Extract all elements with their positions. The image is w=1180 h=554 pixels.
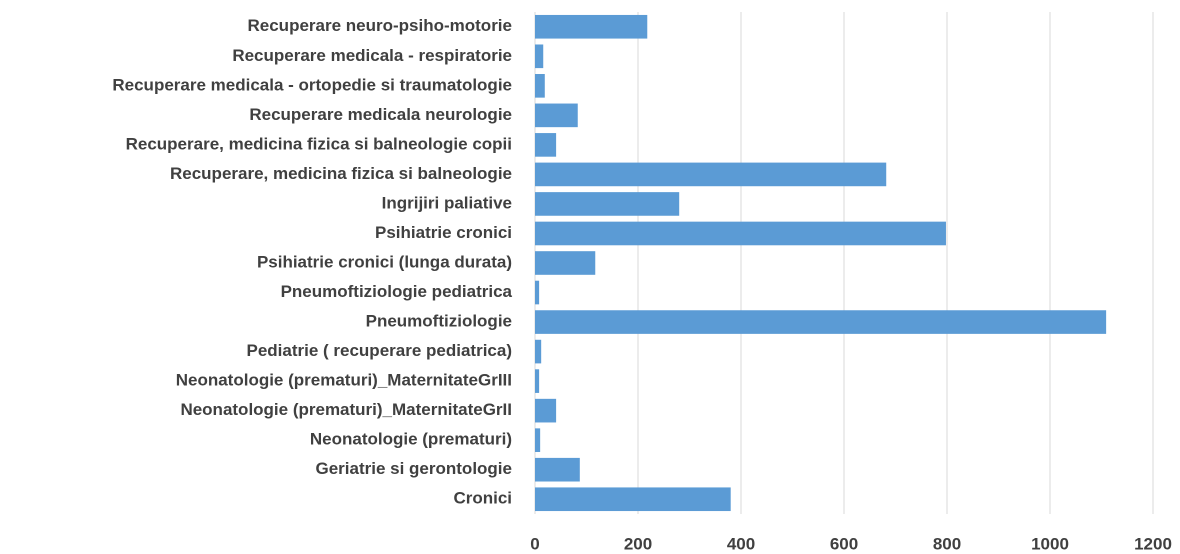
y-tick-label: Pneumoftiziologie xyxy=(366,312,512,331)
y-tick-label: Pediatrie ( recuperare pediatrica) xyxy=(246,341,512,360)
bar xyxy=(535,74,545,98)
bar xyxy=(535,162,887,187)
y-tick-label: Psihiatrie cronici xyxy=(375,223,512,242)
x-tick-label: 600 xyxy=(830,534,858,553)
y-tick-label: Psihiatrie cronici (lunga durata) xyxy=(257,252,512,271)
x-tick-label: 200 xyxy=(624,534,652,553)
y-tick-label: Recuperare medicala - respiratorie xyxy=(232,46,512,65)
y-tick-label: Neonatologie (prematuri) xyxy=(310,430,512,449)
bar xyxy=(535,428,541,452)
bar xyxy=(535,398,557,423)
bar xyxy=(535,133,557,157)
bar xyxy=(535,487,731,512)
bar xyxy=(535,14,648,39)
bar xyxy=(535,310,1107,334)
x-tick-label: 0 xyxy=(530,534,539,553)
y-tick-label: Recuperare neuro-psiho-motorie xyxy=(248,16,513,35)
x-tick-label: 1000 xyxy=(1031,534,1069,553)
x-tick-label: 1200 xyxy=(1134,534,1172,553)
y-tick-label: Neonatologie (prematuri)_MaternitateGrII xyxy=(180,400,512,419)
y-tick-label: Pneumoftiziologie pediatrica xyxy=(281,282,513,301)
y-tick-label: Neonatologie (prematuri)_MaternitateGrII… xyxy=(176,371,512,390)
bar xyxy=(535,192,680,216)
bar xyxy=(535,44,544,69)
y-tick-label: Recuperare, medicina fizica si balneolog… xyxy=(126,134,512,153)
y-tick-label: Recuperare, medicina fizica si balneolog… xyxy=(170,164,512,183)
y-tick-label: Geriatrie si gerontologie xyxy=(316,459,513,478)
y-tick-label: Recuperare medicala neurologie xyxy=(249,105,512,124)
bar xyxy=(535,251,596,275)
bar xyxy=(535,369,540,393)
bar xyxy=(535,457,580,482)
x-tick-label: 400 xyxy=(727,534,755,553)
bar xyxy=(535,103,578,128)
bar xyxy=(535,280,540,305)
y-tick-label: Ingrijiri paliative xyxy=(382,193,512,212)
y-tick-label: Recuperare medicala - ortopedie si traum… xyxy=(112,75,512,94)
bar xyxy=(535,221,946,246)
bar xyxy=(535,339,542,364)
y-tick-label: Cronici xyxy=(453,489,512,508)
x-tick-label: 800 xyxy=(933,534,961,553)
